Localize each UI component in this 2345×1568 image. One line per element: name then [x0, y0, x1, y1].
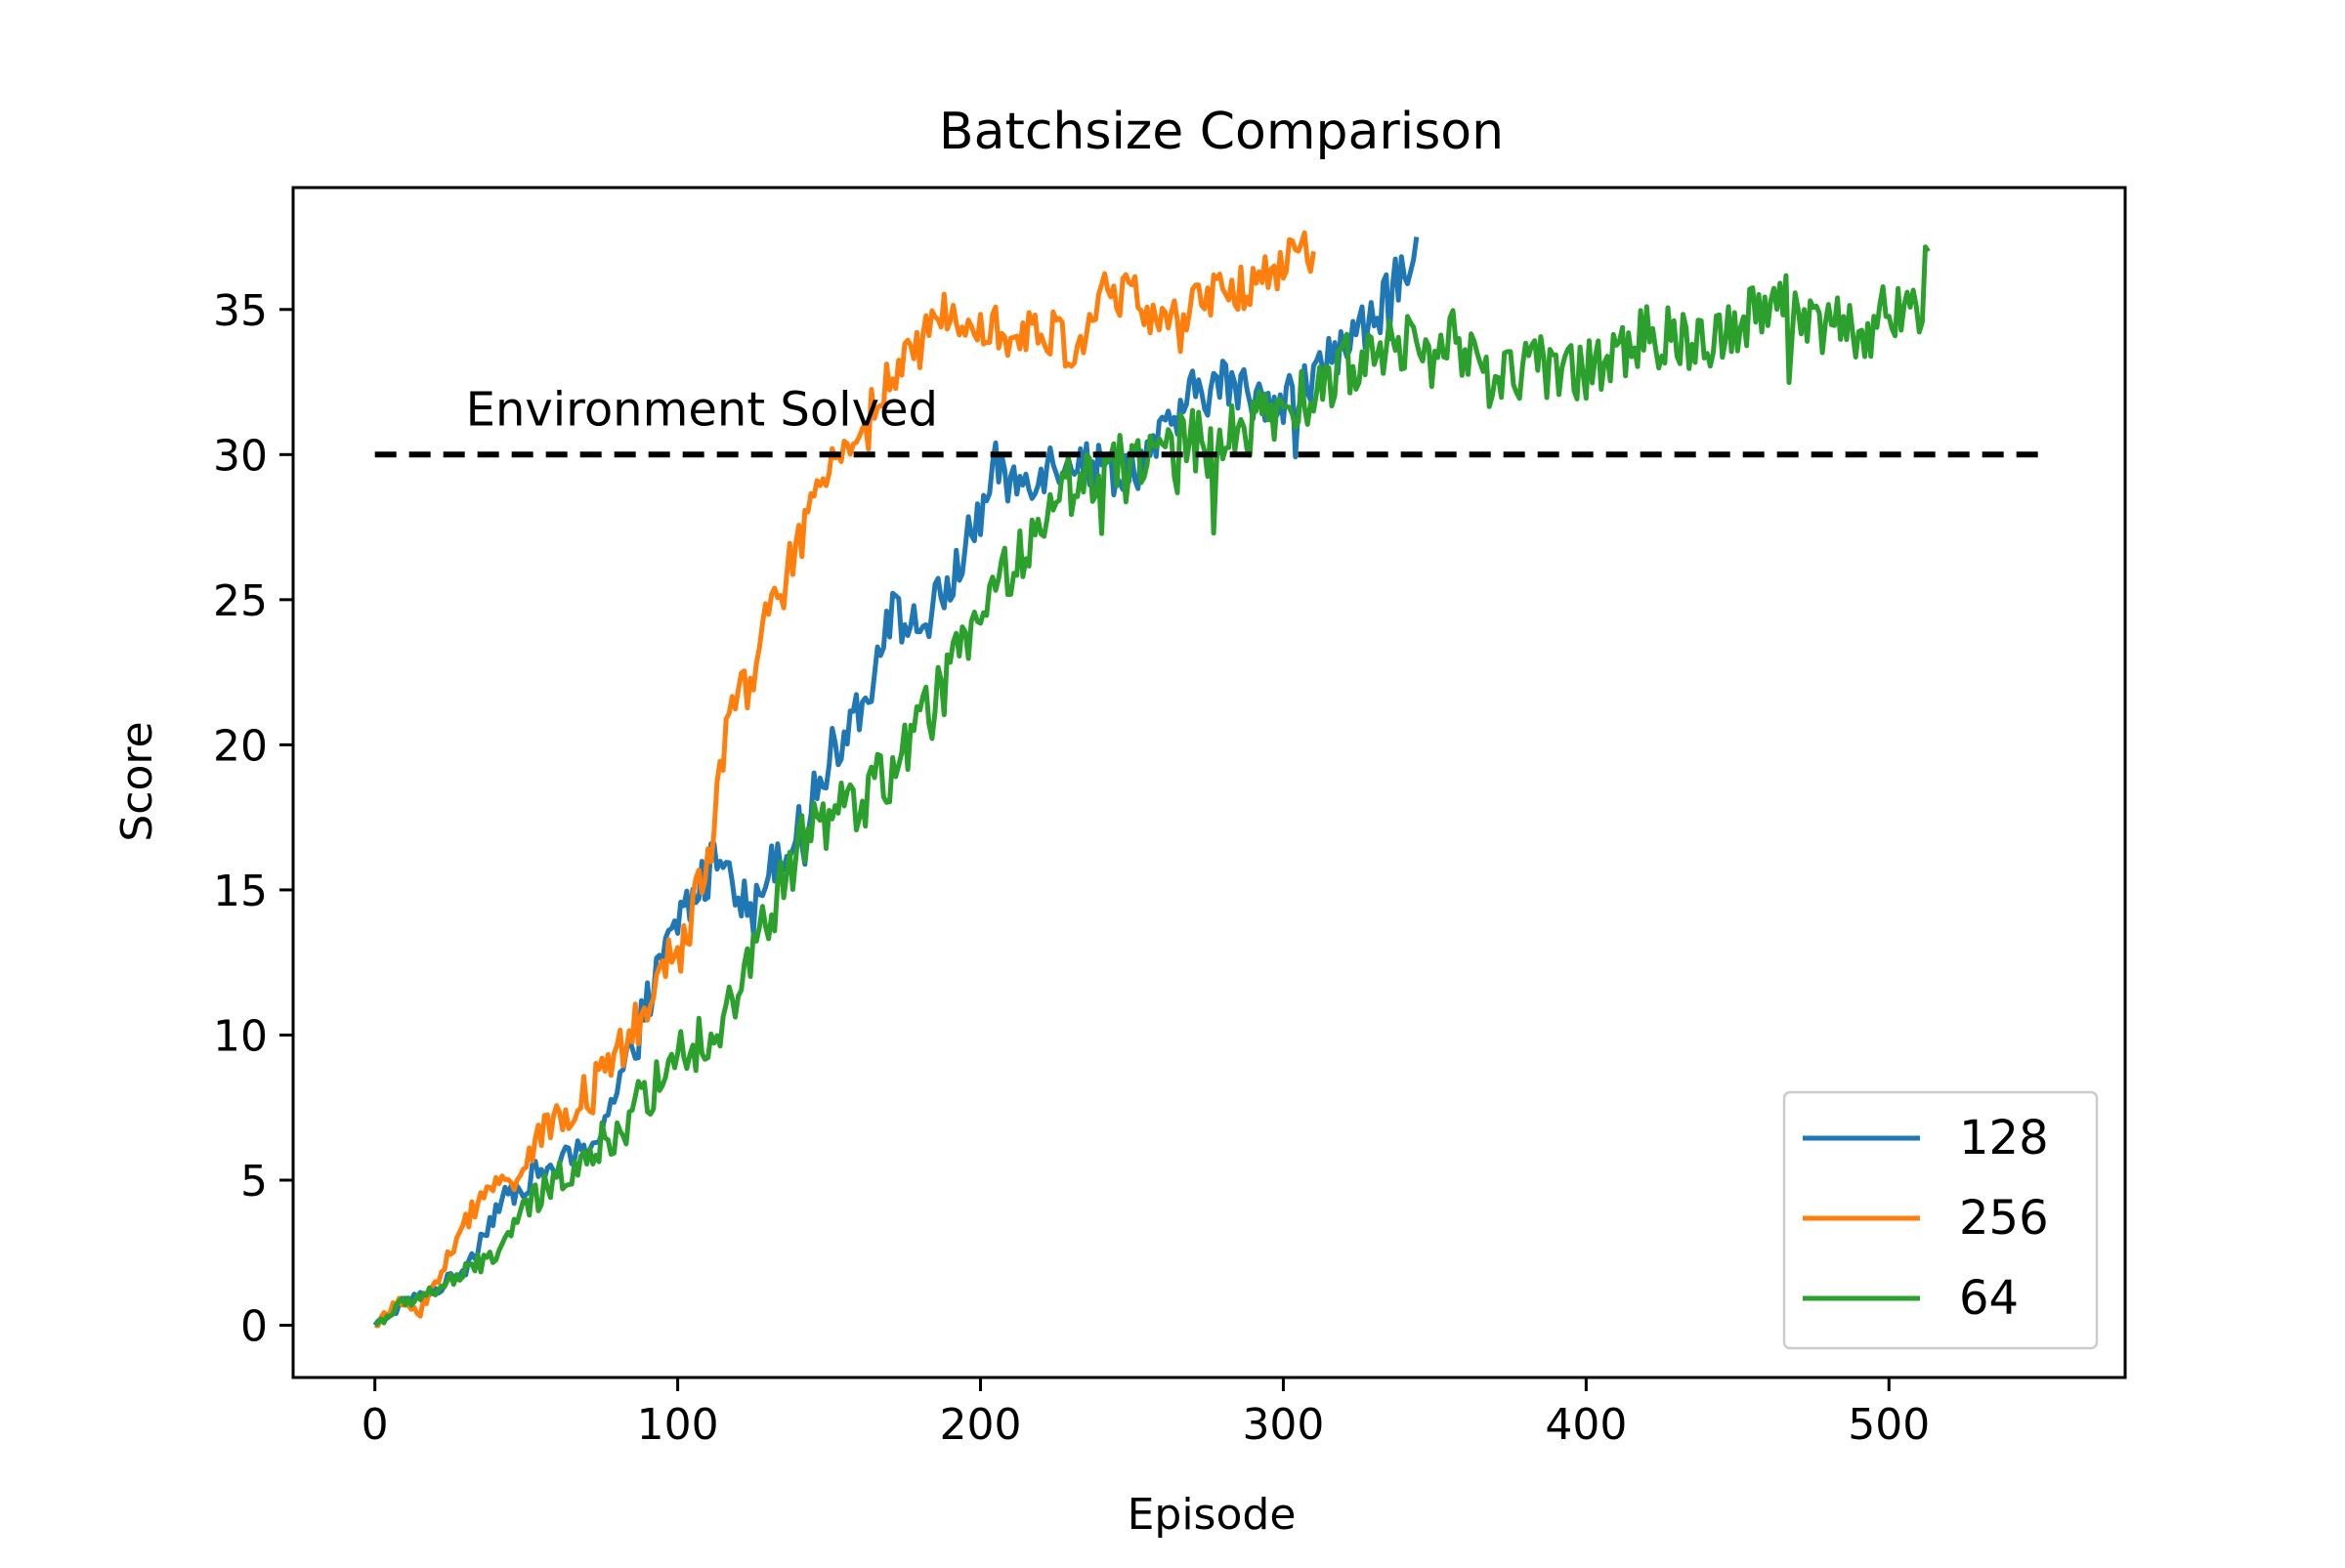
- x-tick-label: 100: [637, 1400, 719, 1450]
- y-tick-label: 0: [240, 1302, 268, 1352]
- legend: 128 256 64: [1782, 1090, 2099, 1350]
- x-tick-label: 300: [1242, 1400, 1324, 1450]
- legend-label-64: 64: [1959, 1271, 2019, 1326]
- x-tick-label: 0: [362, 1400, 389, 1450]
- x-tick-label: 500: [1848, 1400, 1930, 1450]
- y-axis-label: Score: [112, 721, 162, 841]
- y-tick-label: 5: [240, 1157, 268, 1207]
- y-tick-label: 25: [213, 576, 268, 626]
- series-line-64: [373, 244, 1931, 1328]
- series-line-256: [374, 230, 1316, 1329]
- y-tick-label: 15: [213, 867, 268, 916]
- y-tick-label: 30: [213, 431, 268, 481]
- environment-solved-annotation: Environment Solved: [466, 383, 938, 438]
- x-tick-label: 200: [940, 1400, 1022, 1450]
- y-tick-label: 35: [213, 286, 268, 336]
- series-line-128: [372, 236, 1420, 1328]
- x-axis-ticks: 0 100 200 300 400 500: [362, 1377, 1930, 1450]
- chart-title: Batchsize Comparison: [939, 103, 1504, 161]
- x-axis-label: Episode: [1128, 1490, 1297, 1540]
- plot-frame: [291, 186, 2127, 1379]
- y-tick-label: 20: [213, 721, 268, 771]
- legend-box: [1782, 1090, 2099, 1350]
- legend-label-256: 256: [1959, 1191, 2049, 1246]
- x-tick-label: 400: [1545, 1400, 1627, 1450]
- y-tick-label: 10: [213, 1011, 268, 1061]
- legend-label-128: 128: [1959, 1111, 2049, 1165]
- y-axis-ticks: 0 5 10 15 20 25 30 35: [213, 286, 293, 1352]
- plot-content: [372, 230, 2041, 1329]
